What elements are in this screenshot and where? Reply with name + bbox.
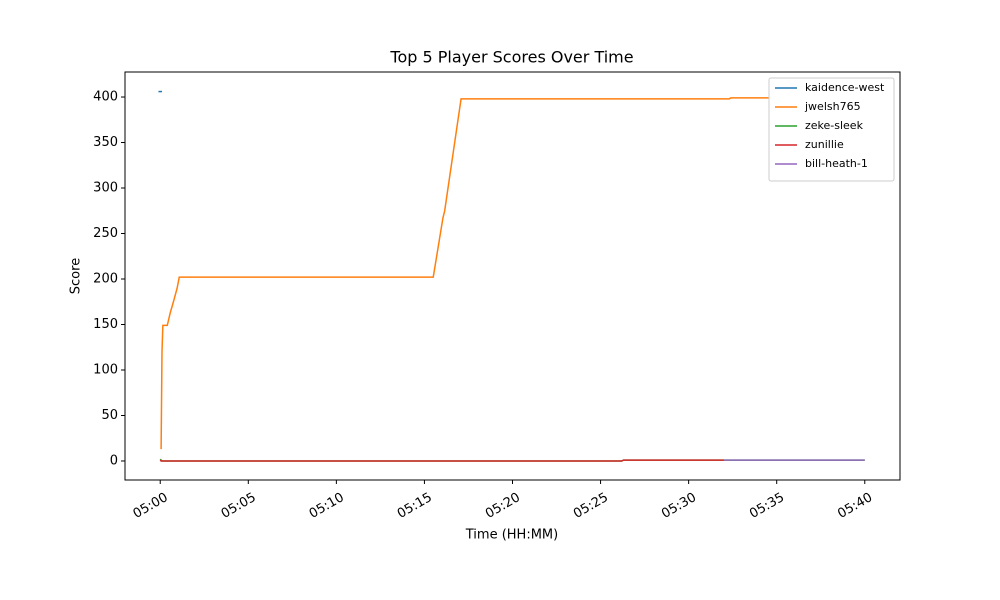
y-tick-label: 150 <box>93 317 118 332</box>
x-tick-label: 05:20 <box>483 490 523 522</box>
x-tick-label: 05:30 <box>659 490 699 522</box>
y-tick-label: 250 <box>93 226 118 241</box>
y-tick-label: 350 <box>93 135 118 150</box>
legend-label: zunillie <box>805 138 844 151</box>
legend-label: bill-heath-1 <box>805 157 868 170</box>
x-tick-label: 05:15 <box>395 490 435 522</box>
y-tick-label: 100 <box>93 362 118 377</box>
y-tick-label: 0 <box>110 453 118 468</box>
legend: kaidence-west jwelsh765 zeke-sleek zunillie… <box>768 77 895 182</box>
chart-title: Top 5 Player Scores Over Time <box>389 48 633 67</box>
y-tick-label: 200 <box>93 272 118 287</box>
series-line <box>160 97 865 450</box>
legend-label: zeke-sleek <box>805 119 864 132</box>
y-axis-label: Score <box>69 258 84 294</box>
legend-box <box>768 77 895 182</box>
x-tick-label: 05:35 <box>747 490 787 522</box>
legend-label: jwelsh765 <box>804 100 861 113</box>
x-tick-label: 05:10 <box>307 490 347 522</box>
y-tick-label: 400 <box>93 90 118 105</box>
legend-label: kaidence-west <box>805 81 885 94</box>
x-tick-label: 05:40 <box>835 490 875 522</box>
y-tick-label: 300 <box>93 181 118 196</box>
x-tick-label: 05:00 <box>131 490 171 522</box>
series-line <box>159 459 724 462</box>
x-tick-label: 05:05 <box>219 490 259 522</box>
y-tick-label: 50 <box>101 408 118 423</box>
x-tick-label: 05:25 <box>571 490 611 522</box>
x-axis-label: Time (HH:MM) <box>465 528 558 543</box>
